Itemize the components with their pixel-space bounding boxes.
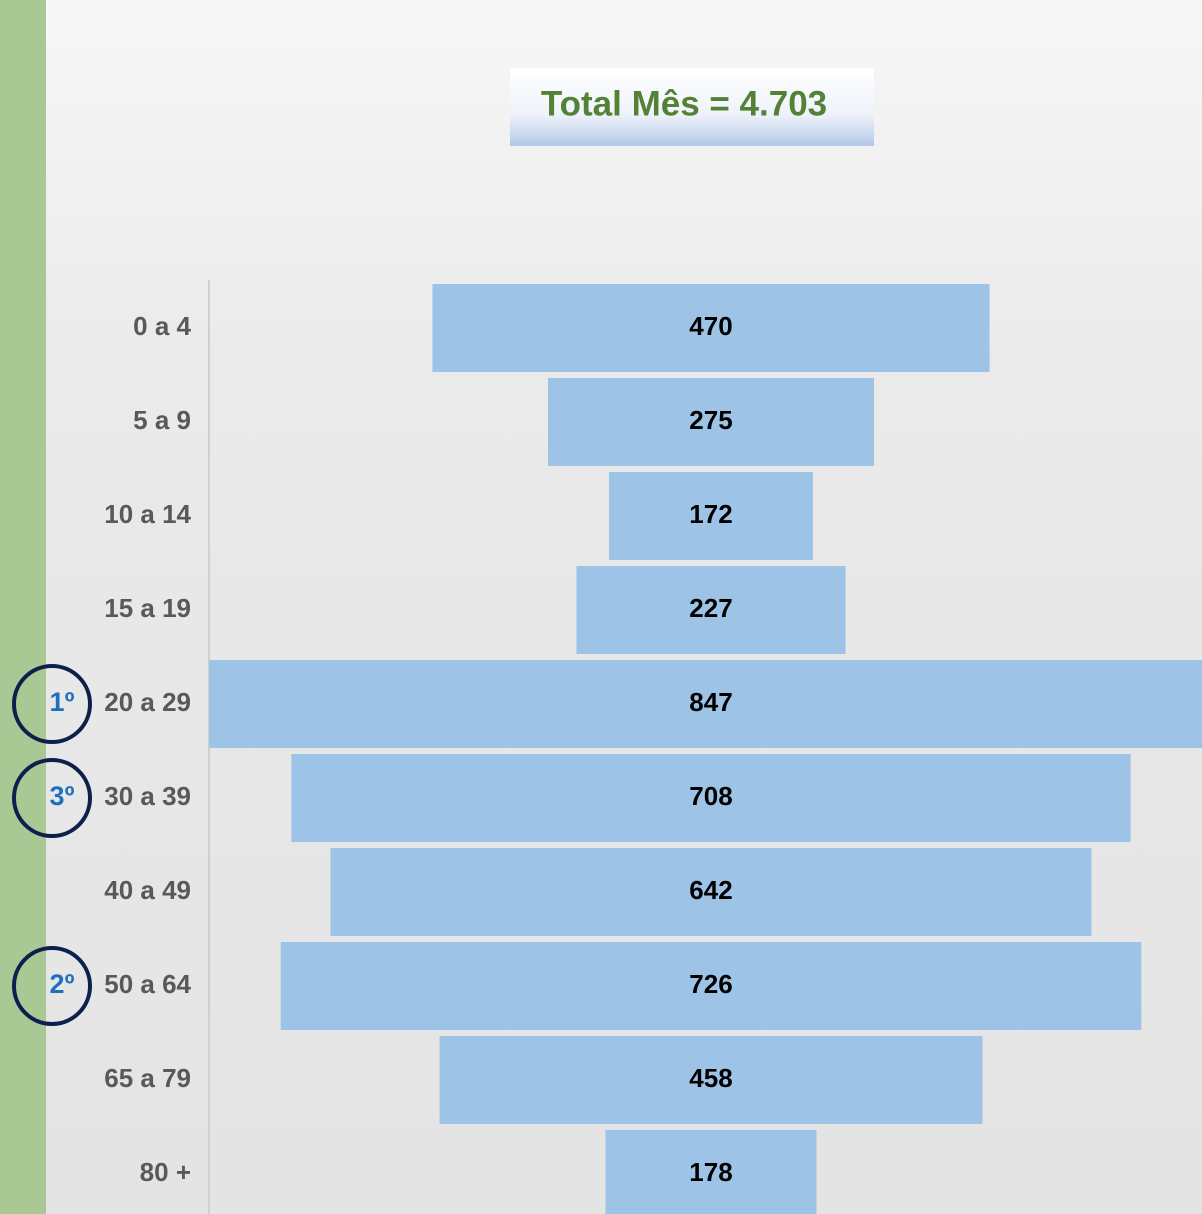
chart-title: Total Mês = 4.703 <box>541 84 827 123</box>
category-label: 20 a 29 <box>104 687 191 717</box>
rank-label: 2º <box>50 969 75 999</box>
bar <box>605 1130 817 1214</box>
value-label: 642 <box>689 875 732 905</box>
bar <box>548 378 874 466</box>
bar <box>439 1036 983 1124</box>
category-label: 15 a 19 <box>104 593 191 623</box>
bar <box>330 848 1092 936</box>
bar <box>576 566 846 654</box>
value-label: 227 <box>689 593 732 623</box>
category-label: 80 + <box>140 1157 191 1187</box>
category-label: 40 a 49 <box>104 875 191 905</box>
value-label: 458 <box>689 1063 732 1093</box>
bar <box>291 754 1131 842</box>
side-strip <box>0 0 46 1214</box>
bar <box>209 660 1202 748</box>
rank-label: 1º <box>50 687 75 717</box>
category-label: 5 a 9 <box>133 405 191 435</box>
category-label: 65 a 79 <box>104 1063 191 1093</box>
bar <box>280 942 1142 1030</box>
rank-circle <box>12 946 92 1026</box>
rank-circle <box>12 758 92 838</box>
rank-circle <box>12 664 92 744</box>
value-label: 708 <box>689 781 732 811</box>
title-box <box>510 68 874 146</box>
value-label: 847 <box>689 687 732 717</box>
value-label: 178 <box>689 1157 732 1187</box>
category-label: 10 a 14 <box>104 499 191 529</box>
value-label: 470 <box>689 311 732 341</box>
value-label: 172 <box>689 499 732 529</box>
bar <box>609 472 813 560</box>
category-label: 30 a 39 <box>104 781 191 811</box>
value-label: 726 <box>689 969 732 999</box>
category-label: 50 a 64 <box>104 969 191 999</box>
value-label: 275 <box>689 405 732 435</box>
rank-label: 3º <box>50 781 75 811</box>
category-label: 0 a 4 <box>133 311 191 341</box>
bar <box>432 284 990 372</box>
